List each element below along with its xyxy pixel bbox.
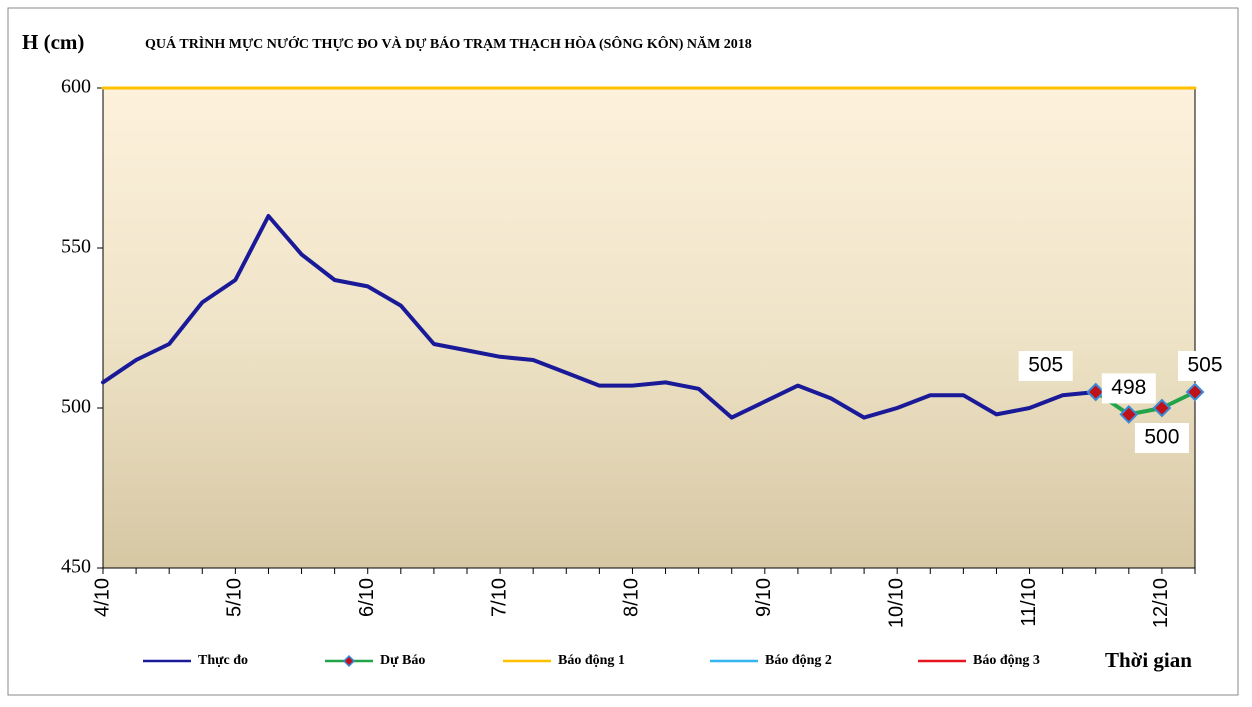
y-axis-label: H (cm) — [22, 30, 84, 54]
x-tick-label: 6/10 — [356, 578, 378, 617]
legend-label: Thực đo — [198, 653, 248, 668]
legend-label: Báo động 3 — [973, 653, 1040, 668]
forecast-marker — [1119, 404, 1139, 424]
y-tick-label: 500 — [61, 396, 91, 418]
plot-area — [103, 88, 1195, 568]
chart-title: QUÁ TRÌNH MỰC NƯỚC THỰC ĐO VÀ DỰ BÁO TRẠ… — [145, 35, 752, 52]
data-label: 500 — [1144, 426, 1179, 449]
legend-label: Báo động 2 — [765, 653, 832, 668]
x-tick-label: 12/10 — [1150, 578, 1172, 628]
y-tick-label: 600 — [61, 76, 91, 98]
frame — [7, 7, 1239, 696]
data-label: 498 — [1111, 376, 1146, 399]
data-label: 505 — [1028, 354, 1063, 377]
forecast-marker — [1185, 382, 1205, 402]
x-tick-label: 11/10 — [1018, 578, 1040, 627]
x-tick-label: 4/10 — [91, 578, 113, 617]
legend-marker — [342, 654, 356, 668]
data-label-box — [1018, 351, 1073, 381]
y-tick-label: 450 — [61, 556, 91, 578]
forecast-marker — [1086, 382, 1106, 402]
x-axis-label: Thời gian — [1105, 648, 1192, 672]
x-tick-label: 10/10 — [885, 578, 907, 628]
x-tick-label: 5/10 — [224, 578, 246, 617]
series-line — [101, 214, 1098, 420]
forecast-marker — [1152, 398, 1172, 418]
data-label: 505 — [1187, 354, 1222, 377]
legend-label: Báo động 1 — [558, 653, 625, 668]
x-tick-label: 7/10 — [488, 578, 510, 617]
legend-label: Dự Báo — [380, 653, 425, 668]
x-tick-label: 8/10 — [621, 578, 643, 617]
data-label-box — [1134, 423, 1189, 453]
data-label-box — [1101, 373, 1156, 404]
data-label-box — [1178, 351, 1232, 381]
x-tick-label: 9/10 — [753, 578, 775, 617]
y-tick-label: 550 — [61, 236, 91, 258]
